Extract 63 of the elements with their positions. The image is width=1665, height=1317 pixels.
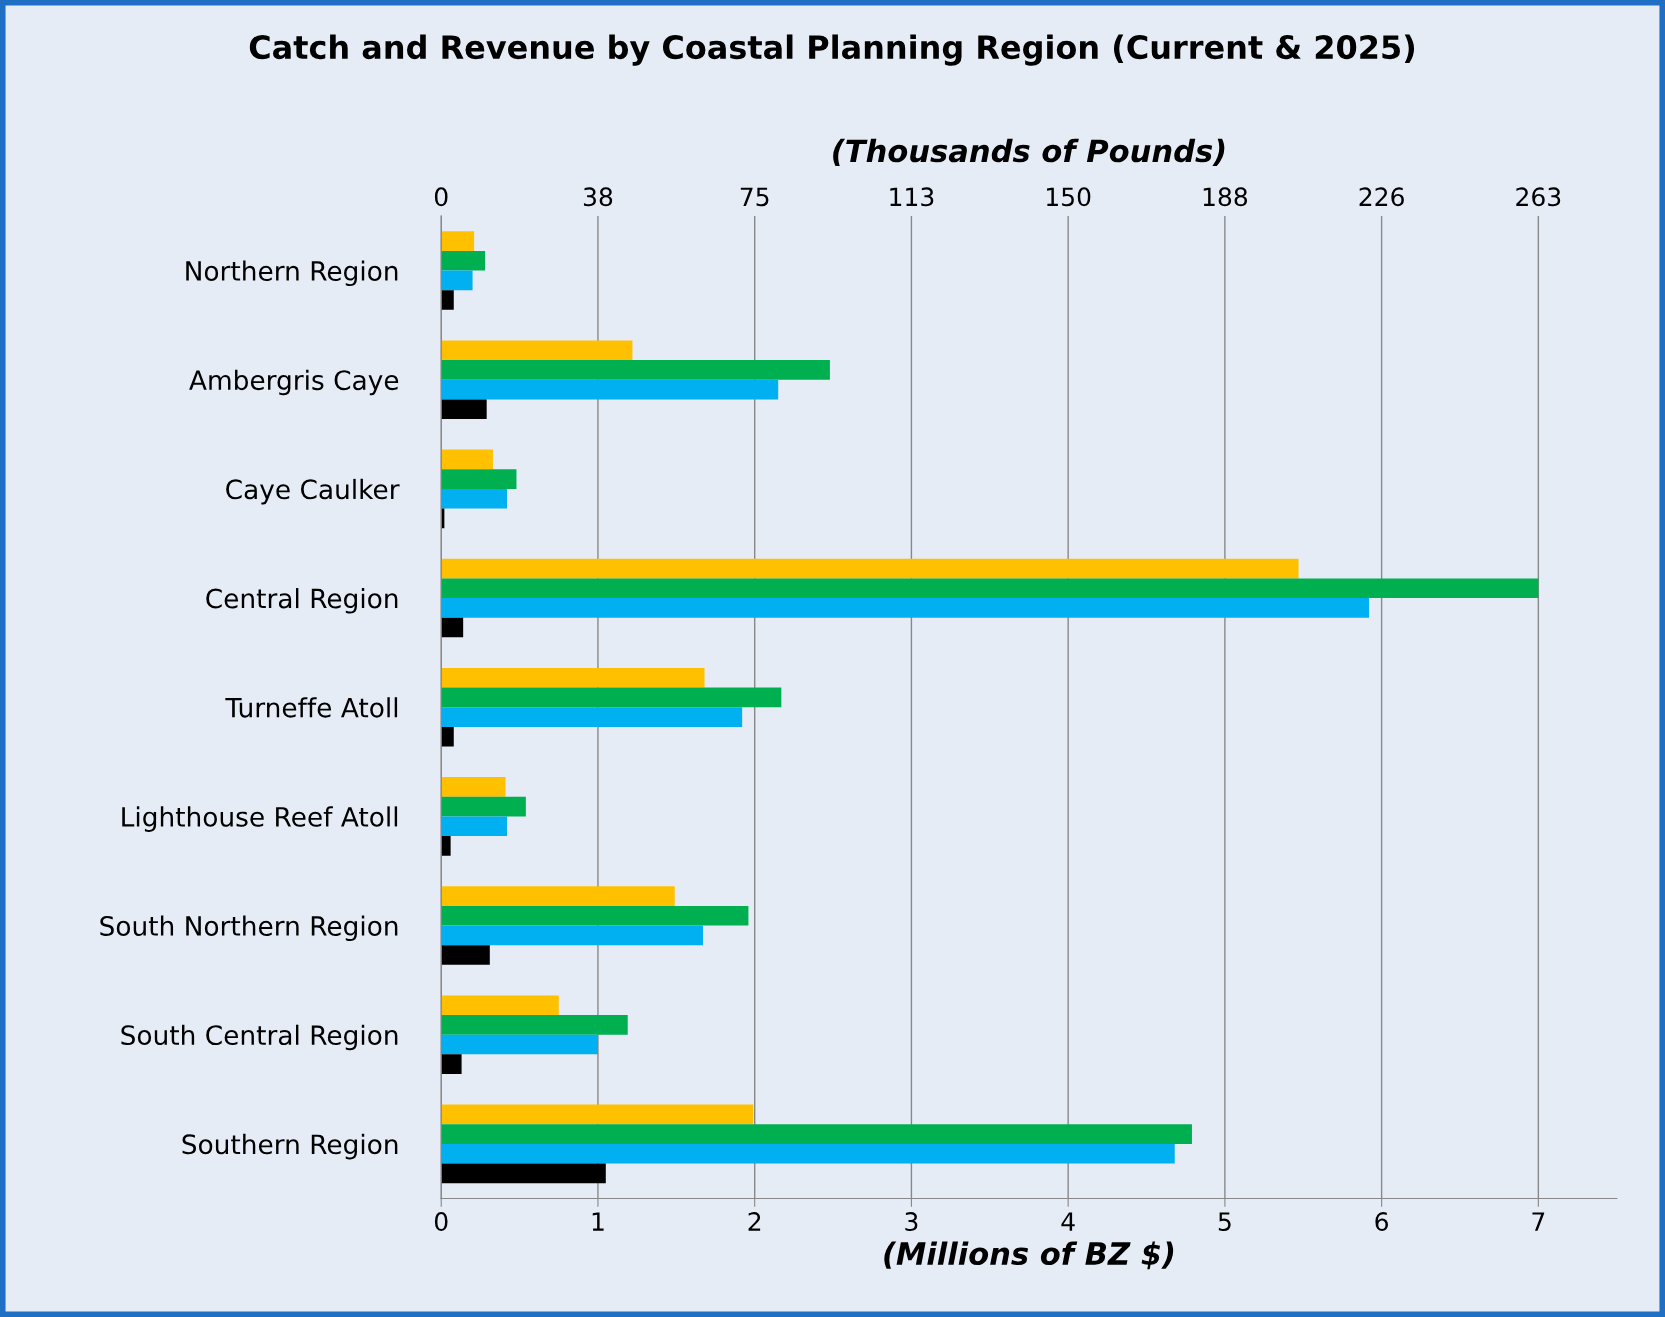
bar [441,360,830,380]
x-tick-label: 0 [434,1212,448,1232]
y-tick-label: South Northern Region [100,915,398,942]
bar [441,777,506,797]
bar [441,905,749,926]
x2-tick-label: 38 [583,187,613,207]
bar [441,449,493,470]
y-tick-label: Caye Caulker [226,478,400,505]
x2-tick-label: 0 [434,187,448,207]
bar [441,270,473,291]
y-tick-label: Central Region [206,588,398,614]
x2-tick-label: 226 [1359,187,1404,207]
bar [441,796,526,817]
x2-tick-label: 263 [1516,187,1561,207]
bar [441,488,508,509]
x-tick-label: 6 [1375,1212,1388,1232]
y-tick-label: Lighthouse Reef Atoll [122,806,398,832]
x2-tick-label: 113 [890,187,934,207]
bar [441,925,703,946]
chart-title: Catch and Revenue by Coastal Planning Region (Current & 2025) [249,34,1415,66]
x-tick-label: 2 [748,1212,761,1231]
bar [441,1034,598,1055]
bar [441,1163,606,1184]
bar [441,836,451,856]
bar [441,617,464,638]
bar [441,469,517,489]
bar [441,558,1299,579]
bar [441,231,475,251]
bar [441,340,633,361]
x-tick-label: 5 [1218,1212,1231,1232]
bar [441,995,559,1016]
y-tick-label: South Central Region [121,1024,398,1051]
bar [441,290,454,310]
bar [441,1104,754,1125]
bar [441,816,508,837]
bar [441,598,1370,618]
bar [441,667,705,688]
x2-axis-title: (Thousands of Pounds) [833,138,1225,166]
bar [441,886,675,906]
bar [441,707,743,727]
bar [441,726,454,747]
x-axis-title: (Millions of BZ $) [884,1241,1174,1270]
x-tick-label: 3 [905,1212,918,1232]
y-tick-label: Southern Region [182,1133,398,1160]
bar [441,945,490,965]
bar [441,1124,1192,1144]
x-tick-label: 1 [592,1212,604,1231]
y-tick-label: Ambergris Caye [189,369,399,396]
y-tick-label: Turneffe Atoll [225,697,398,718]
bar [441,578,1539,599]
bar [441,687,782,708]
y-tick-label: Northern Region [186,260,398,287]
bar [441,1054,462,1075]
x2-tick-label: 75 [740,187,769,207]
x-tick-label: 7 [1532,1212,1545,1231]
bar [441,379,779,400]
bar [441,250,486,271]
x-tick-label: 4 [1061,1212,1075,1231]
bar [441,1015,628,1035]
x2-tick-label: 188 [1203,187,1248,207]
bar [441,1143,1175,1164]
bar [441,399,487,420]
x2-tick-label: 150 [1047,187,1091,207]
